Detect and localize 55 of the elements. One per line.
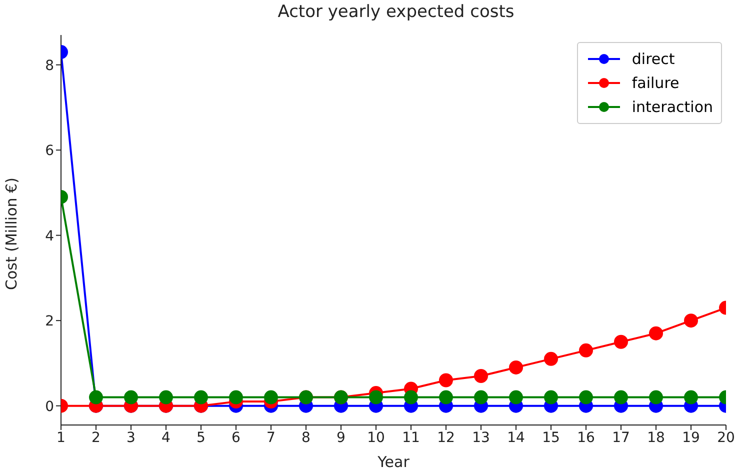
- x-tick-label: 19: [682, 430, 700, 446]
- y-tick-label: 8: [45, 58, 54, 74]
- point: [579, 390, 593, 404]
- point: [614, 390, 628, 404]
- point: [649, 326, 663, 340]
- x-tick-label: 2: [92, 430, 100, 446]
- x-tick-label: 18: [647, 430, 665, 446]
- legend-label: interaction: [632, 98, 713, 116]
- point: [509, 390, 523, 404]
- y-tick-label: 0: [45, 398, 54, 415]
- x-tick-label: 14: [507, 430, 525, 446]
- y-tick-label: 4: [45, 228, 54, 244]
- x-tick-label: 13: [472, 430, 490, 446]
- point: [474, 390, 488, 404]
- legend-label: direct: [632, 50, 675, 68]
- point: [404, 390, 418, 404]
- x-tick-label: 4: [162, 430, 171, 446]
- point: [509, 360, 523, 374]
- point: [439, 390, 453, 404]
- x-tick-label: 11: [402, 430, 420, 446]
- x-tick-label: 10: [367, 430, 385, 446]
- x-tick-label: 20: [717, 430, 735, 446]
- point: [159, 390, 173, 404]
- x-tick-label: 8: [302, 430, 310, 446]
- x-tick-label: 12: [437, 430, 455, 446]
- point: [614, 334, 628, 349]
- point: [474, 368, 488, 383]
- y-tick-label: 2: [45, 314, 54, 330]
- point: [124, 390, 138, 404]
- x-tick-label: 1: [56, 430, 66, 446]
- x-tick-label: 9: [336, 430, 346, 446]
- point: [579, 343, 593, 358]
- x-tick-label: 15: [542, 430, 560, 446]
- point: [229, 390, 243, 404]
- point: [369, 390, 383, 404]
- y-tick-label: 6: [45, 143, 54, 160]
- point: [544, 352, 558, 366]
- point: [439, 373, 453, 388]
- y-axis-title: Cost (Million €): [2, 178, 20, 290]
- point: [89, 390, 103, 404]
- chart-title: Actor yearly expected costs: [276, 2, 516, 22]
- x-tick-label: 6: [232, 430, 241, 446]
- point: [684, 314, 698, 328]
- x-tick-label: 16: [577, 430, 595, 446]
- x-tick-label: 7: [266, 430, 276, 446]
- point: [684, 390, 698, 404]
- legend-label: failure: [632, 74, 680, 92]
- point: [194, 390, 208, 404]
- point: [544, 390, 558, 404]
- point: [264, 390, 278, 404]
- x-tick-label: 5: [196, 430, 206, 446]
- x-axis-title: Year: [376, 453, 410, 471]
- point: [649, 390, 663, 404]
- x-tick-label: 3: [126, 430, 136, 446]
- x-tick-label: 17: [612, 430, 630, 446]
